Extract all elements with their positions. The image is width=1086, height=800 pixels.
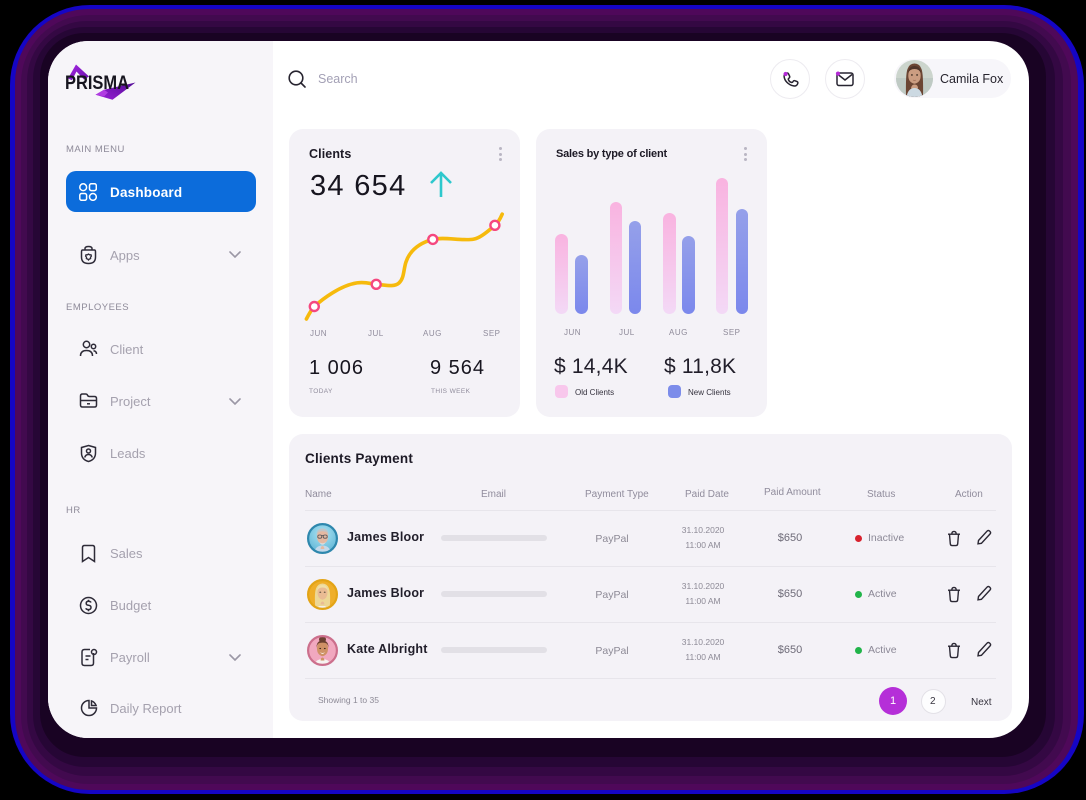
svg-text:PRISMA: PRISMA — [65, 72, 129, 94]
